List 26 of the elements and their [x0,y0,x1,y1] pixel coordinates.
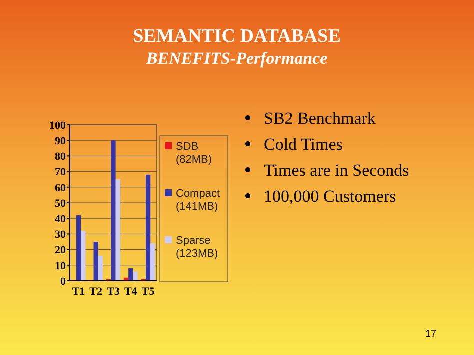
y-tick-label: 0 [60,276,66,288]
legend-label: Sparse (123MB) [176,235,218,260]
text: 100,000 Customers [264,187,396,206]
text: Times are in Seconds [264,161,410,180]
text: SB2 Benchmark [264,109,376,128]
y-tick-label: 60 [55,182,66,194]
x-tick-label: T4 [124,286,138,298]
y-tick-label: 30 [55,229,66,242]
y-tick-label: 100 [50,120,66,132]
y-tick-label: 70 [55,166,66,179]
y-tick-label: 50 [55,198,66,210]
text: Cold Times [264,135,343,154]
y-tick-label: 40 [55,213,66,226]
text: SEMANTIC DATABASE [133,26,341,47]
legend-label: SDB (82MB) [176,141,212,166]
y-tick-label: 80 [55,151,66,164]
text: BENEFITS-Performance [145,49,328,68]
legend-label: Compact (141MB) [176,188,220,213]
y-tick-label: 90 [55,135,66,148]
y-tick-label: 20 [55,244,66,257]
x-tick-label: T5 [142,286,156,298]
x-tick-label: T1 [72,286,86,298]
x-tick-label: T2 [90,286,104,298]
y-tick-label: 10 [55,260,66,272]
x-tick-label: T3 [107,286,120,298]
text: 17 [425,329,437,340]
